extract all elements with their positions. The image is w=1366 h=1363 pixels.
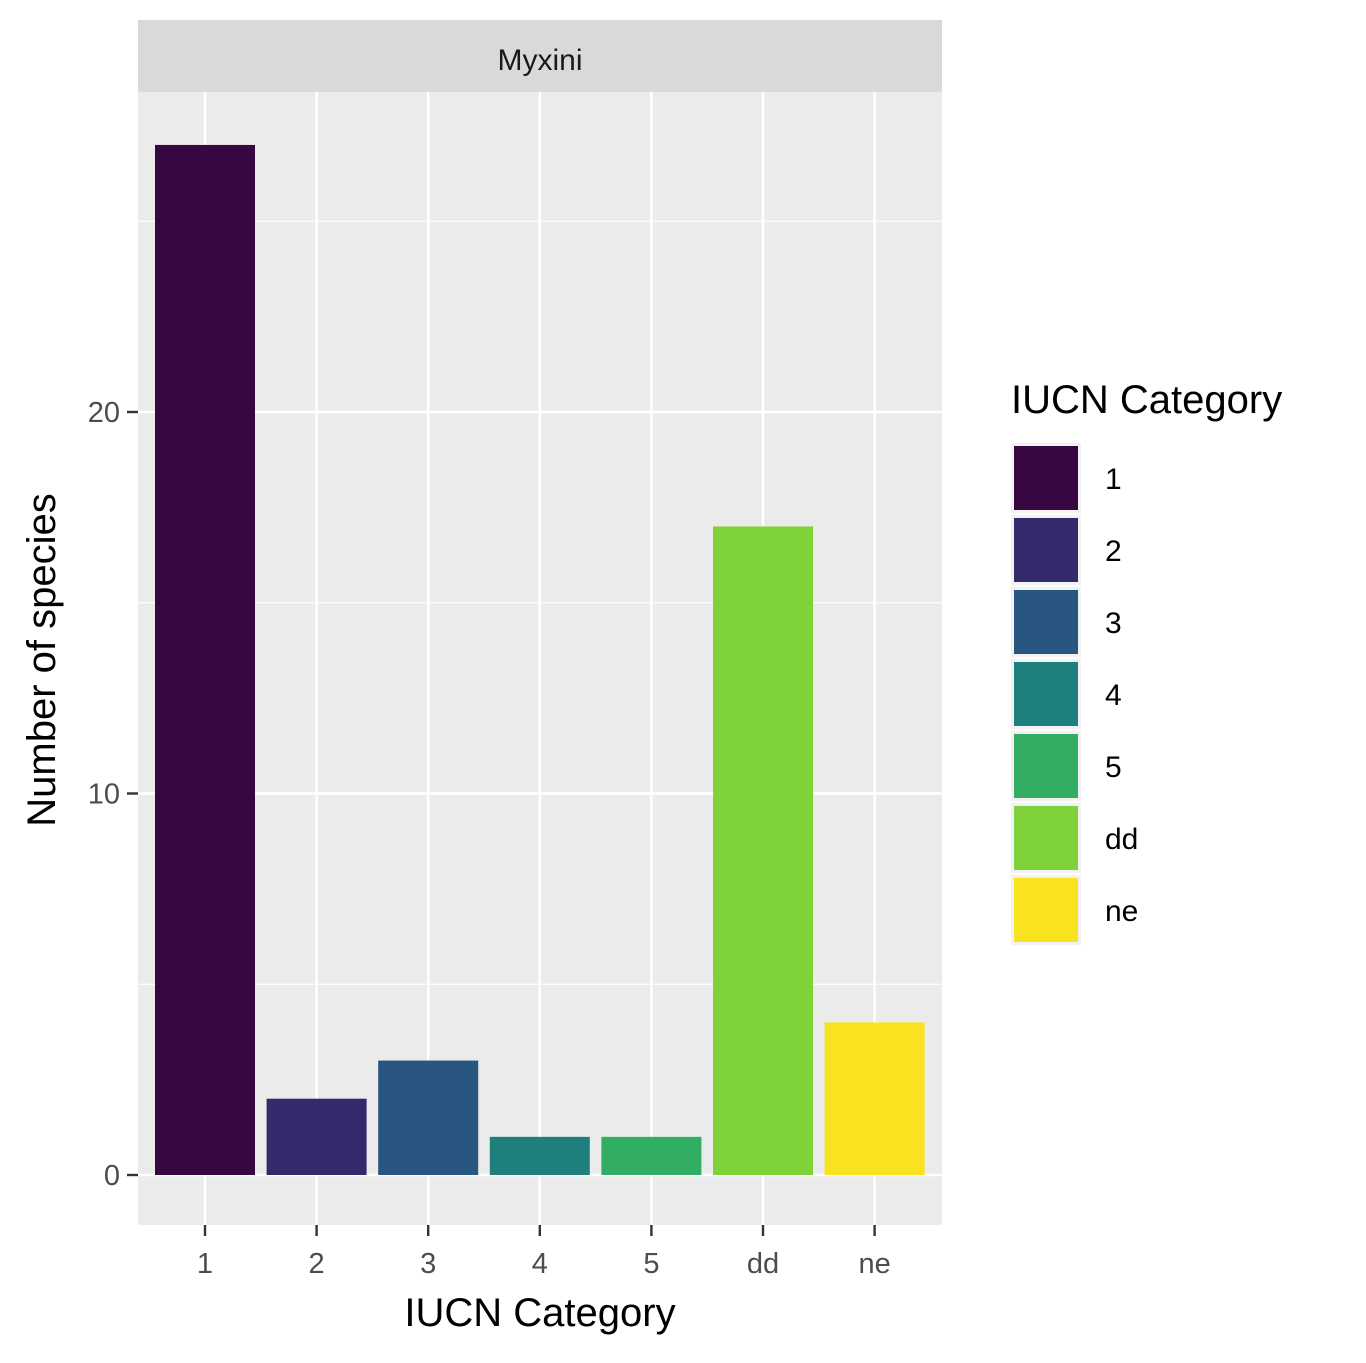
facet-strip [138,20,942,92]
y-tick-label: 10 [88,779,120,811]
legend-items: 1 2 3 4 5 dd ne [1011,443,1138,945]
legend-swatch-5 [1014,734,1078,798]
bar-ne [824,1022,925,1175]
x-axis-title: IUCN Category [404,1291,675,1335]
x-tick-label: 3 [420,1248,436,1280]
bar-1 [155,144,255,1176]
legend: IUCN Category 1 2 3 4 5 dd ne [1011,378,1282,945]
bars [155,144,925,1176]
legend-label-4: 4 [1105,679,1122,712]
bar-4 [489,1136,590,1175]
bar-2 [266,1098,367,1175]
legend-label-1: 1 [1105,463,1122,496]
legend-swatch-4 [1014,662,1078,726]
x-tick-label: 4 [532,1248,548,1280]
y-axis-title: Number of species [20,493,64,826]
legend-swatch-1 [1014,446,1078,510]
legend-label-2: 2 [1105,535,1122,568]
legend-swatch-3 [1014,590,1078,654]
legend-swatch-ne [1014,878,1078,942]
x-tick-label: 5 [643,1248,659,1280]
x-tick-label: dd [747,1248,779,1280]
legend-label-ne: ne [1105,895,1138,928]
legend-title: IUCN Category [1011,378,1282,422]
bar-dd [713,526,813,1175]
legend-label-5: 5 [1105,751,1122,784]
x-tick-label: 1 [197,1248,213,1280]
legend-label-3: 3 [1105,607,1122,640]
y-tick-label: 0 [104,1160,120,1192]
x-tick-label: 2 [309,1248,325,1280]
y-tick-label: 20 [88,397,120,429]
legend-swatch-dd [1014,806,1078,870]
y-axis: 0 10 20 [88,397,138,1192]
legend-label-dd: dd [1105,823,1138,856]
bar-3 [378,1060,479,1175]
x-axis: 1 2 3 4 5 dd ne [197,1225,891,1280]
legend-swatch-2 [1014,518,1078,582]
bar-5 [601,1136,702,1175]
facet-label: Myxini [497,44,582,77]
x-tick-label: ne [858,1248,890,1280]
